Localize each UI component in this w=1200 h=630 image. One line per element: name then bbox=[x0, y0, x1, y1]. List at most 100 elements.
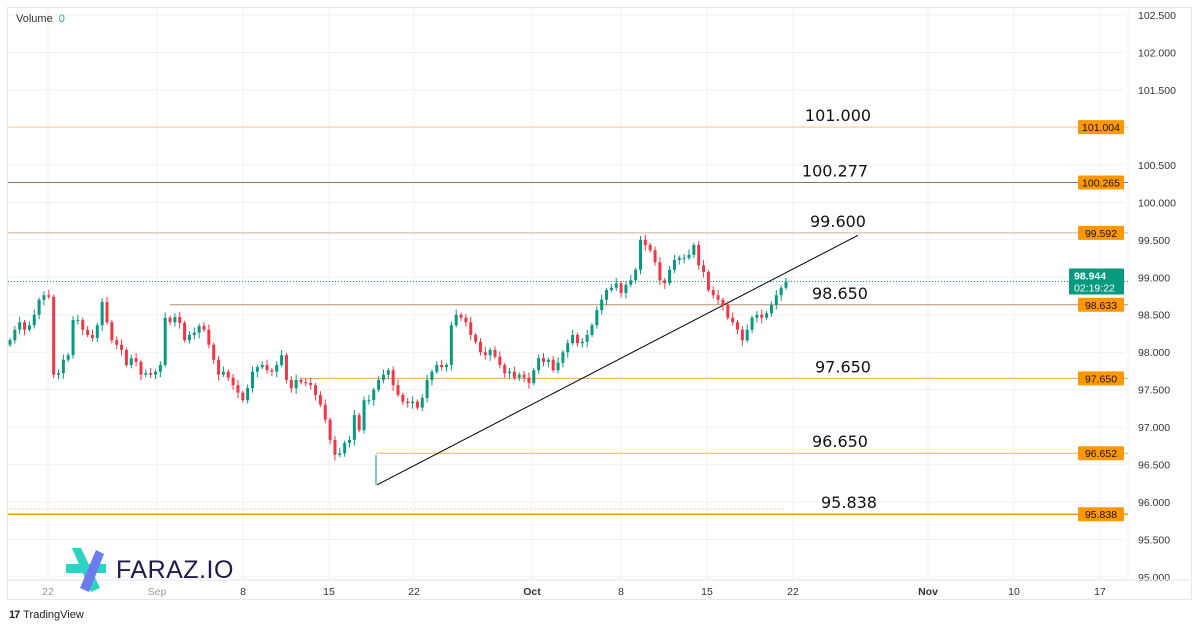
y-tick-label: 98.500 bbox=[1138, 310, 1170, 322]
candle-body bbox=[144, 373, 148, 375]
candle-body bbox=[13, 329, 17, 341]
candle-body bbox=[440, 364, 444, 368]
candle-body bbox=[605, 290, 609, 300]
candle-body bbox=[512, 371, 516, 378]
candle-body bbox=[527, 377, 531, 383]
candle-body bbox=[653, 250, 657, 263]
x-tick-label: 22 bbox=[408, 586, 420, 598]
candle-body bbox=[338, 453, 342, 455]
candle-body bbox=[464, 317, 468, 323]
candle-body bbox=[420, 397, 424, 408]
candle-body bbox=[163, 317, 167, 365]
chart-frame bbox=[7, 7, 1192, 600]
level-axis-label-bg bbox=[1078, 297, 1124, 312]
candle-body bbox=[760, 314, 764, 318]
candle-body bbox=[197, 325, 201, 333]
candle-body bbox=[246, 388, 250, 401]
candle-body bbox=[401, 394, 405, 402]
candle-body bbox=[677, 257, 681, 261]
candle-body bbox=[411, 401, 415, 404]
level-axis-label: 95.838 bbox=[1085, 509, 1117, 521]
candle-body bbox=[672, 260, 676, 270]
candle-body bbox=[629, 280, 633, 285]
volume-legend: Volume 0 bbox=[16, 13, 65, 25]
candle-body bbox=[745, 329, 749, 341]
candle-body bbox=[362, 400, 366, 431]
candle-body bbox=[566, 343, 570, 353]
candle-body bbox=[600, 299, 604, 311]
candle-body bbox=[260, 364, 264, 368]
candle-body bbox=[415, 401, 419, 408]
x-tick-label: 8 bbox=[240, 586, 246, 598]
candle-body bbox=[731, 317, 735, 323]
candle-body bbox=[348, 439, 351, 443]
x-tick-label: 8 bbox=[618, 586, 624, 598]
candle-body bbox=[129, 358, 133, 365]
candle-body bbox=[784, 281, 788, 288]
candle-body bbox=[255, 367, 259, 372]
candle-body bbox=[474, 334, 478, 342]
candle-body bbox=[609, 287, 613, 291]
candle-body bbox=[178, 316, 182, 323]
candle-body bbox=[284, 355, 288, 380]
candle-body bbox=[396, 385, 400, 395]
x-tick-label: Sep bbox=[148, 586, 167, 598]
level-annotation: 97.650 bbox=[815, 357, 871, 376]
candle-body bbox=[81, 319, 85, 330]
x-tick-label: Nov bbox=[918, 586, 938, 598]
level-annotation: 96.650 bbox=[812, 432, 868, 451]
candle-body bbox=[183, 322, 187, 341]
candle-body bbox=[488, 349, 492, 356]
candle-body bbox=[27, 325, 31, 330]
tradingview-label: TradingView bbox=[23, 609, 84, 621]
candle-body bbox=[241, 392, 245, 401]
volume-label: Volume bbox=[16, 13, 53, 25]
candle-body bbox=[23, 322, 27, 330]
candle-body bbox=[202, 325, 206, 330]
candle-body bbox=[726, 304, 730, 318]
candle-body bbox=[765, 313, 769, 318]
level-annotation: 98.650 bbox=[812, 284, 868, 303]
candle-body bbox=[139, 361, 143, 375]
y-tick-label: 99.500 bbox=[1138, 235, 1170, 247]
candle-body bbox=[8, 340, 12, 345]
candle-body bbox=[663, 280, 667, 284]
candle-body bbox=[212, 344, 216, 360]
candle-body bbox=[251, 371, 254, 389]
level-axis-label: 96.652 bbox=[1085, 448, 1117, 460]
last-price-value: 98.944 bbox=[1074, 270, 1106, 282]
level-annotation: 100.277 bbox=[802, 161, 868, 180]
tradingview-footer[interactable]: 17 TradingView bbox=[9, 609, 84, 621]
y-tick-label: 96.000 bbox=[1138, 497, 1170, 509]
candle-body bbox=[406, 401, 410, 404]
candle-body bbox=[585, 334, 589, 342]
candle-body bbox=[134, 358, 138, 362]
x-tick-label: Oct bbox=[523, 586, 541, 598]
y-tick-label: 97.000 bbox=[1138, 422, 1170, 434]
level-axis-label-bg bbox=[1078, 371, 1124, 386]
candle-body bbox=[158, 364, 162, 372]
y-tick-label: 95.000 bbox=[1138, 572, 1170, 584]
candle-body bbox=[639, 239, 642, 270]
candle-body bbox=[517, 374, 521, 378]
candle-body bbox=[217, 359, 221, 375]
candle-body bbox=[154, 371, 157, 375]
candle-body bbox=[498, 356, 502, 365]
candle-body bbox=[386, 370, 390, 375]
candle-body bbox=[236, 385, 240, 393]
faraz-watermark: FARAZ.IO bbox=[66, 548, 234, 592]
candle-body bbox=[634, 269, 638, 281]
candle-body bbox=[328, 419, 332, 440]
candle-body bbox=[323, 404, 327, 420]
candle-body bbox=[668, 269, 672, 284]
candle-body bbox=[226, 371, 230, 378]
watermark-text: FARAZ.IO bbox=[116, 555, 234, 584]
candle-body bbox=[648, 245, 652, 251]
candle-body bbox=[110, 322, 114, 341]
candle-body bbox=[658, 262, 662, 281]
candle-body bbox=[42, 295, 46, 300]
candle-body bbox=[435, 364, 439, 372]
candle-body bbox=[352, 415, 356, 440]
candle-body bbox=[47, 295, 51, 297]
